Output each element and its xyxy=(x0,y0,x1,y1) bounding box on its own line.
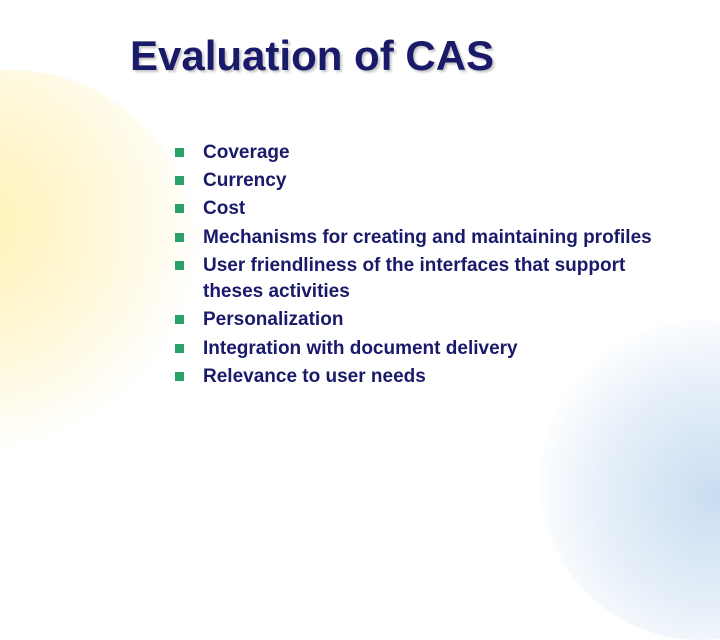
slide-title: Evaluation of CAS xyxy=(130,32,494,80)
list-item: Currency xyxy=(175,168,655,194)
list-item: Integration with document delivery xyxy=(175,336,655,362)
bullet-list: Coverage Currency Cost Mechanisms for cr… xyxy=(175,140,655,392)
list-item: Relevance to user needs xyxy=(175,364,655,390)
list-item: User friendliness of the interfaces that… xyxy=(175,253,655,305)
list-item: Coverage xyxy=(175,140,655,166)
list-item: Cost xyxy=(175,196,655,222)
list-item: Personalization xyxy=(175,307,655,333)
list-item: Mechanisms for creating and maintaining … xyxy=(175,225,655,251)
decorative-blob-yellow xyxy=(0,70,200,450)
